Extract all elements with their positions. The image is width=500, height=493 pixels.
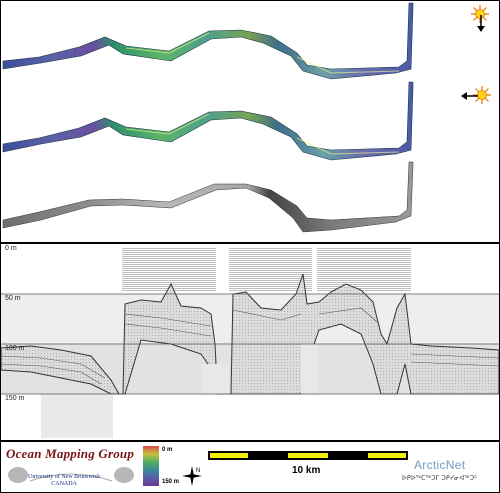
ocean-mapping-university: University of New Brunswick [28, 474, 101, 480]
sun-shading-icon-left [473, 86, 491, 104]
illumination-arrow-left [461, 92, 478, 100]
arcticnet-syllabics: ᐅᑭᐅᖅᑕᖅᑐᒥ ᑐᑭᓯᓂᐊᖅᑐᑦ [402, 476, 478, 482]
panel-separator-bottom [0, 440, 500, 442]
svg-text:N: N [196, 468, 200, 474]
swath-panel-grayscale [2, 161, 414, 233]
scale-bar-label: 10 km [292, 465, 321, 476]
depth-label-150: 150 m [5, 395, 25, 402]
depth-colorbar [143, 446, 159, 486]
colorbar-bottom-label: 150 m [162, 479, 180, 485]
illumination-arrow-down [477, 15, 485, 32]
swath-panel-sun-top [2, 2, 414, 80]
ocean-mapping-logo-subtitle: University of New Brunswick CANADA [28, 474, 100, 488]
scale-bar [208, 451, 408, 460]
panel-separator [0, 242, 500, 244]
sun-shading-icon-top [471, 5, 489, 23]
colorbar-top-label: 0 m [162, 447, 173, 453]
north-arrow-icon: N [182, 466, 202, 486]
arcticnet-logo: ArcticNet [414, 458, 466, 472]
ocean-mapping-country: CANADA [51, 481, 77, 487]
ocean-mapping-logo-title: Ocean Mapping Group [6, 446, 135, 461]
swath-panel-sun-left [2, 81, 414, 161]
depth-label-100: 100 m [5, 345, 25, 352]
subbottom-profile-panel [1, 248, 499, 438]
depth-label-50: 50 m [5, 295, 21, 302]
ocean-mapping-logo-graphic [8, 467, 134, 483]
depth-label-0: 0 m [5, 245, 17, 252]
